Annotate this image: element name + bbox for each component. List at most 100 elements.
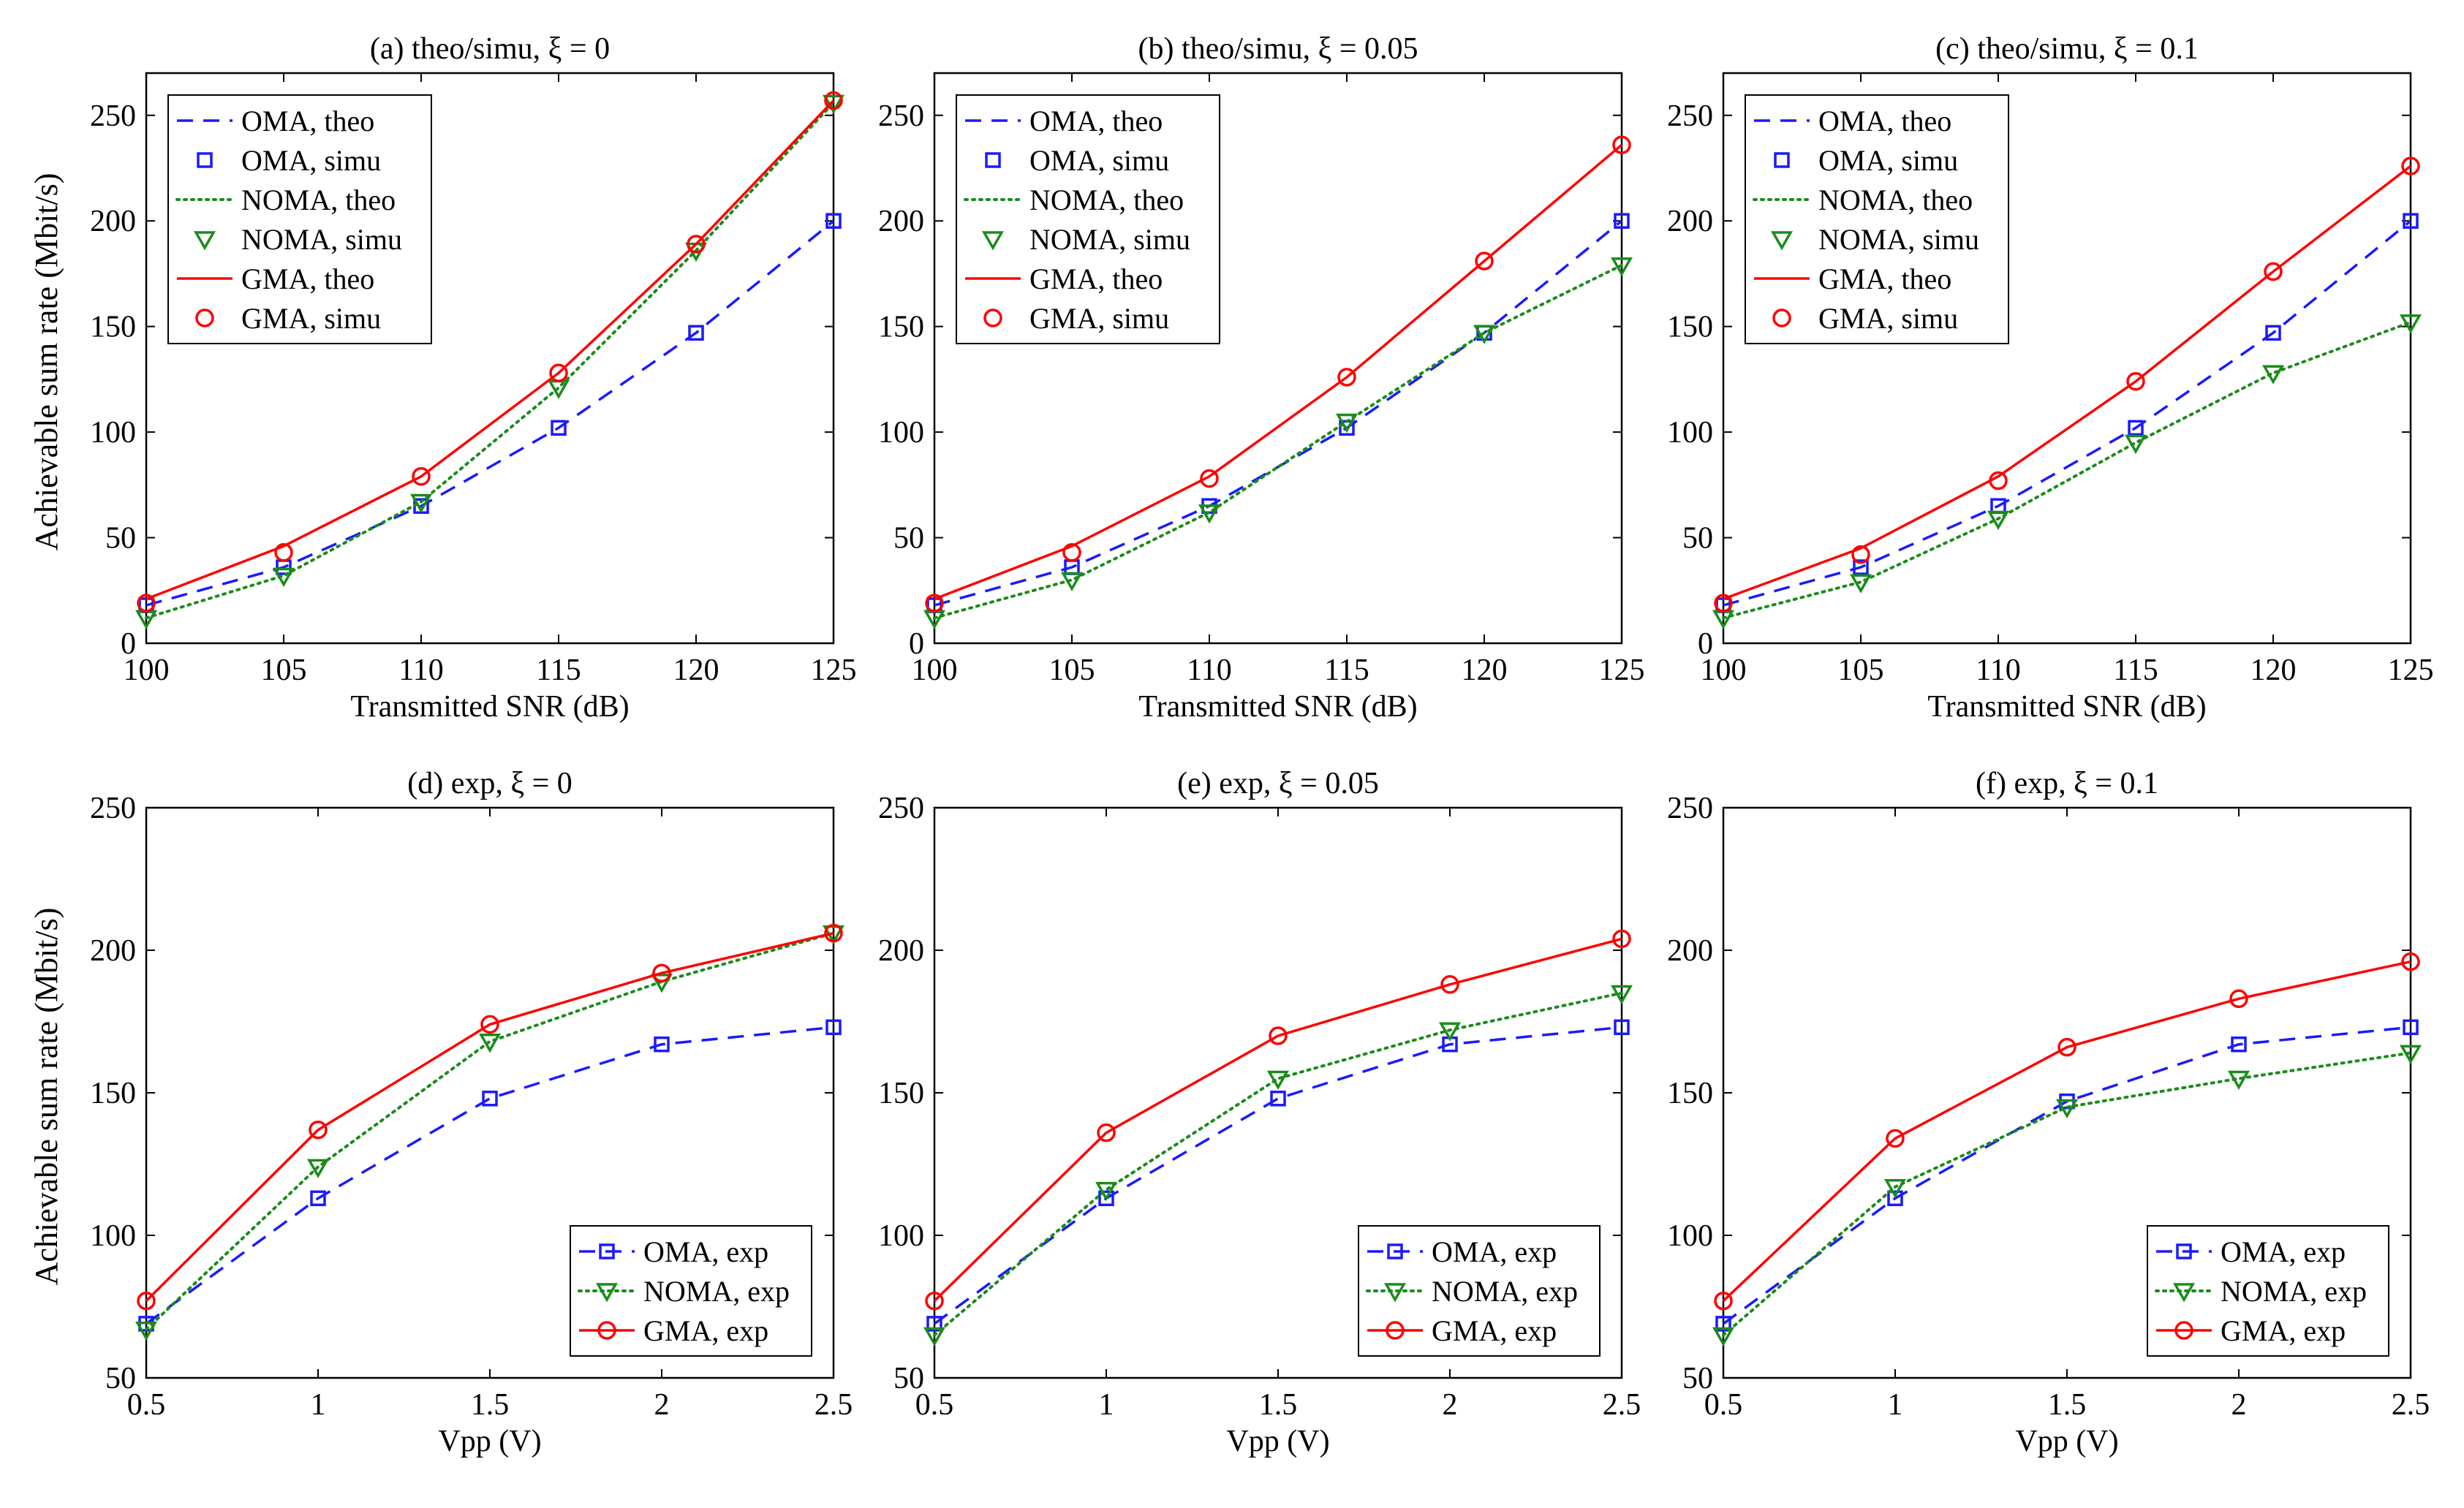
data-point-gma-exp bbox=[1440, 975, 1459, 994]
y-tick-label: 200 bbox=[90, 934, 136, 968]
y-tick-label: 100 bbox=[90, 416, 136, 450]
chart-panel-a: (a) theo/simu, ξ = 0 100 105 110 115 120 125 0 5… bbox=[90, 32, 857, 724]
x-axis-label: Vpp (V) bbox=[1226, 1425, 1329, 1458]
legend-box bbox=[956, 94, 1220, 344]
data-point-gma-simu bbox=[2126, 372, 2145, 391]
chart-title: (f) exp, ξ = 0.1 bbox=[1976, 767, 2158, 800]
data-point-gma-simu bbox=[1475, 251, 1494, 270]
y-tick-label: 150 bbox=[878, 311, 924, 344]
legend: OMA, exp NOMA, exp GMA, exp bbox=[1358, 1225, 1601, 1357]
y-tick-label: 50 bbox=[893, 522, 924, 556]
data-point-oma-exp bbox=[1887, 1190, 1903, 1207]
data-point-gma-simu bbox=[687, 235, 706, 254]
data-point-gma-exp bbox=[1269, 1026, 1288, 1045]
x-tick-label: 2.5 bbox=[1603, 1388, 1641, 1422]
series-line-gma-exp bbox=[933, 937, 1622, 1302]
chart-panel-b: (b) theo/simu, ξ = 0.05 100 105 110 115 120 12… bbox=[878, 32, 1645, 724]
y-tick-label: 50 bbox=[105, 1362, 136, 1395]
data-point-noma-exp bbox=[1095, 1181, 1118, 1202]
data-point-oma-exp bbox=[825, 1019, 842, 1036]
data-point-noma-simu bbox=[1849, 574, 1872, 594]
chart-title: (e) exp, ξ = 0.05 bbox=[1177, 767, 1379, 800]
legend-marker-swatch bbox=[1386, 1321, 1405, 1340]
y-tick-label: 150 bbox=[1667, 1077, 1713, 1110]
legend-marker-swatch bbox=[981, 231, 1005, 251]
legend: OMA, theo OMA, simu NOMA, theo NOMA, simu GM… bbox=[167, 94, 432, 344]
legend-box bbox=[1745, 94, 2009, 344]
y-tick-label: 200 bbox=[1667, 934, 1713, 968]
series-line-noma-theo bbox=[145, 101, 835, 620]
data-point-oma-simu bbox=[1614, 213, 1630, 229]
data-point-gma-exp bbox=[137, 1291, 156, 1311]
data-point-noma-exp bbox=[478, 1034, 502, 1053]
data-point-noma-exp bbox=[1438, 1022, 1462, 1042]
data-point-oma-exp bbox=[2403, 1019, 2419, 1036]
data-point-gma-exp bbox=[1097, 1123, 1116, 1143]
y-tick-label: 200 bbox=[878, 205, 924, 238]
chart-title: (d) exp, ξ = 0 bbox=[407, 767, 572, 800]
y-tick-label: 250 bbox=[1667, 99, 1713, 133]
legend-entry-label: OMA, simu bbox=[1029, 144, 1169, 177]
y-tick-label: 50 bbox=[893, 1362, 924, 1395]
x-axis-label: Vpp (V) bbox=[438, 1425, 541, 1458]
x-tick-label: 110 bbox=[1976, 653, 2020, 687]
legend-entry-label: GMA, exp bbox=[2221, 1314, 2346, 1347]
legend-entry-label: OMA, exp bbox=[643, 1235, 768, 1268]
data-point-oma-simu bbox=[2403, 213, 2419, 229]
legend-entry-label: NOMA, exp bbox=[1432, 1275, 1578, 1308]
y-tick-label: 0 bbox=[1698, 627, 1713, 661]
data-point-gma-exp bbox=[480, 1015, 499, 1034]
data-point-noma-simu bbox=[1473, 325, 1496, 344]
x-tick-label: 2 bbox=[2231, 1388, 2247, 1422]
data-point-oma-simu bbox=[1853, 559, 1869, 575]
data-point-gma-simu bbox=[1714, 594, 1733, 613]
chart-title: (a) theo/simu, ξ = 0 bbox=[370, 32, 610, 66]
data-point-oma-exp bbox=[1614, 1019, 1630, 1036]
data-point-gma-simu bbox=[412, 467, 431, 486]
x-tick-label: 1 bbox=[1099, 1388, 1114, 1422]
data-point-noma-exp bbox=[2399, 1045, 2422, 1064]
series-line-gma-exp bbox=[1722, 960, 2411, 1302]
y-tick-label: 150 bbox=[878, 1077, 924, 1110]
x-tick-label: 100 bbox=[912, 653, 958, 687]
data-point-oma-simu bbox=[2265, 325, 2281, 341]
data-point-noma-exp bbox=[306, 1159, 330, 1178]
x-tick-label: 1.5 bbox=[471, 1388, 510, 1422]
series-line-noma-exp bbox=[933, 991, 1623, 1337]
data-point-gma-simu bbox=[1612, 135, 1631, 154]
x-tick-label: 115 bbox=[2113, 653, 2158, 687]
x-tick-label: 2.5 bbox=[2392, 1388, 2430, 1422]
legend-entry-label: NOMA, theo bbox=[1818, 183, 1973, 216]
series-line-gma-exp bbox=[145, 931, 834, 1302]
data-point-noma-simu bbox=[1610, 257, 1633, 277]
chart-panel-f: (f) exp, ξ = 0.1 0.5 1 1.5 2 2.5 50 100 150 200 25… bbox=[1667, 767, 2430, 1458]
data-point-noma-simu bbox=[1987, 510, 2010, 531]
data-point-noma-simu bbox=[2124, 434, 2147, 455]
y-tick-label: 250 bbox=[1667, 792, 1713, 825]
x-tick-label: 125 bbox=[811, 653, 857, 687]
data-point-noma-simu bbox=[1198, 504, 1221, 524]
x-axis-label: Transmitted SNR (dB) bbox=[350, 690, 629, 724]
x-tick-label: 115 bbox=[536, 653, 581, 687]
data-point-gma-simu bbox=[137, 594, 156, 613]
x-tick-label: 0.5 bbox=[127, 1388, 166, 1422]
legend-entry-label: NOMA, simu bbox=[1029, 223, 1190, 256]
x-tick-label: 100 bbox=[124, 653, 170, 687]
data-point-oma-simu bbox=[2128, 420, 2144, 436]
legend: OMA, exp NOMA, exp GMA, exp bbox=[2147, 1225, 2389, 1357]
x-tick-label: 105 bbox=[261, 653, 307, 687]
legend-marker-swatch bbox=[2174, 1321, 2193, 1340]
legend-entry-label: NOMA, exp bbox=[2221, 1275, 2367, 1308]
x-axis-label: Transmitted SNR (dB) bbox=[1138, 690, 1417, 724]
x-tick-label: 120 bbox=[1462, 653, 1508, 687]
legend-entry-label: GMA, theo bbox=[1818, 262, 1951, 295]
data-point-oma-exp bbox=[310, 1190, 326, 1207]
x-tick-label: 2.5 bbox=[815, 1388, 853, 1422]
y-tick-label: 50 bbox=[105, 522, 136, 556]
legend-entry-label: OMA, theo bbox=[1818, 105, 1951, 137]
y-tick-label: 100 bbox=[1667, 416, 1713, 450]
x-tick-label: 0.5 bbox=[1704, 1388, 1743, 1422]
x-tick-label: 2 bbox=[1443, 1388, 1458, 1422]
data-point-gma-simu bbox=[1851, 545, 1870, 564]
legend-marker-swatch bbox=[1770, 231, 1794, 251]
